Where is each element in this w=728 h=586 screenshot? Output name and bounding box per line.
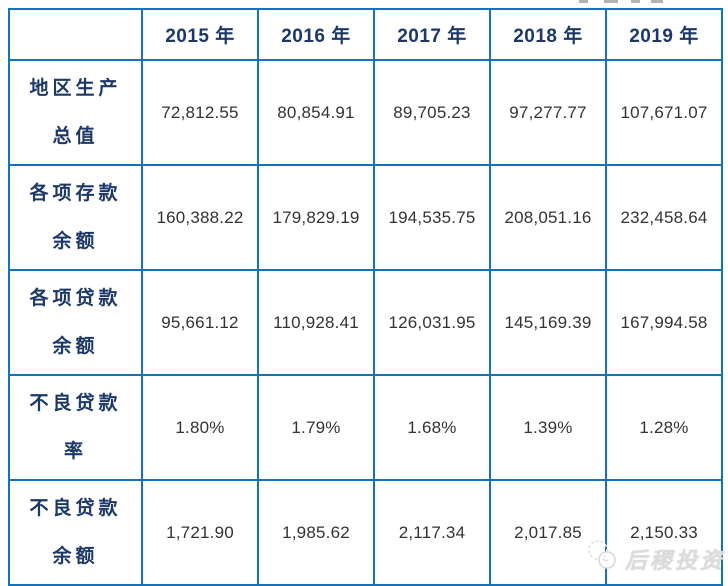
corner-cell <box>8 8 143 61</box>
cell-value: 2,150.33 <box>605 479 723 586</box>
row-label-deposits: 各项存款 余额 <box>8 164 143 271</box>
cell-value: 1.39% <box>489 374 607 481</box>
cell-value: 1.68% <box>373 374 491 481</box>
cell-value: 95,661.12 <box>141 269 259 376</box>
cell-value: 2,017.85 <box>489 479 607 586</box>
column-header-2016: 2016 年 <box>257 8 375 61</box>
table-row-npl-balance: 不良贷款 余额 1,721.90 1,985.62 2,117.34 2,017… <box>8 479 723 586</box>
table-header-row: 2015 年 2016 年 2017 年 2018 年 2019 年 <box>8 8 723 61</box>
table-row-npl-ratio: 不良贷款 率 1.80% 1.79% 1.68% 1.39% 1.28% <box>8 374 723 481</box>
cell-value: 232,458.64 <box>605 164 723 271</box>
cell-value: 126,031.95 <box>373 269 491 376</box>
cell-value: 1,721.90 <box>141 479 259 586</box>
row-label-gdp: 地区生产 总值 <box>8 59 143 166</box>
cropped-text-remnant <box>631 0 640 3</box>
cell-value: 1.79% <box>257 374 375 481</box>
table-row-loans: 各项贷款 余额 95,661.12 110,928.41 126,031.95 … <box>8 269 723 376</box>
cropped-text-remnant <box>651 0 663 3</box>
cropped-text-remnant <box>579 0 588 3</box>
row-label-npl-ratio: 不良贷款 率 <box>8 374 143 481</box>
cell-value: 1,985.62 <box>257 479 375 586</box>
cell-value: 194,535.75 <box>373 164 491 271</box>
row-label-loans: 各项贷款 余额 <box>8 269 143 376</box>
cropped-text-remnant <box>604 0 618 3</box>
table-row-deposits: 各项存款 余额 160,388.22 179,829.19 194,535.75… <box>8 164 723 271</box>
cell-value: 145,169.39 <box>489 269 607 376</box>
cell-value: 97,277.77 <box>489 59 607 166</box>
cell-value: 208,051.16 <box>489 164 607 271</box>
cell-value: 89,705.23 <box>373 59 491 166</box>
financial-data-table: 2015 年 2016 年 2017 年 2018 年 2019 年 地区生产 … <box>8 8 723 586</box>
cell-value: 80,854.91 <box>257 59 375 166</box>
column-header-2019: 2019 年 <box>605 8 723 61</box>
cell-value: 179,829.19 <box>257 164 375 271</box>
column-header-2015: 2015 年 <box>141 8 259 61</box>
table-row-gdp: 地区生产 总值 72,812.55 80,854.91 89,705.23 97… <box>8 59 723 166</box>
cell-value: 107,671.07 <box>605 59 723 166</box>
cell-value: 1.28% <box>605 374 723 481</box>
cell-value: 1.80% <box>141 374 259 481</box>
row-label-npl-balance: 不良贷款 余额 <box>8 479 143 586</box>
cell-value: 110,928.41 <box>257 269 375 376</box>
cell-value: 167,994.58 <box>605 269 723 376</box>
cell-value: 160,388.22 <box>141 164 259 271</box>
cell-value: 72,812.55 <box>141 59 259 166</box>
cell-value: 2,117.34 <box>373 479 491 586</box>
column-header-2017: 2017 年 <box>373 8 491 61</box>
column-header-2018: 2018 年 <box>489 8 607 61</box>
